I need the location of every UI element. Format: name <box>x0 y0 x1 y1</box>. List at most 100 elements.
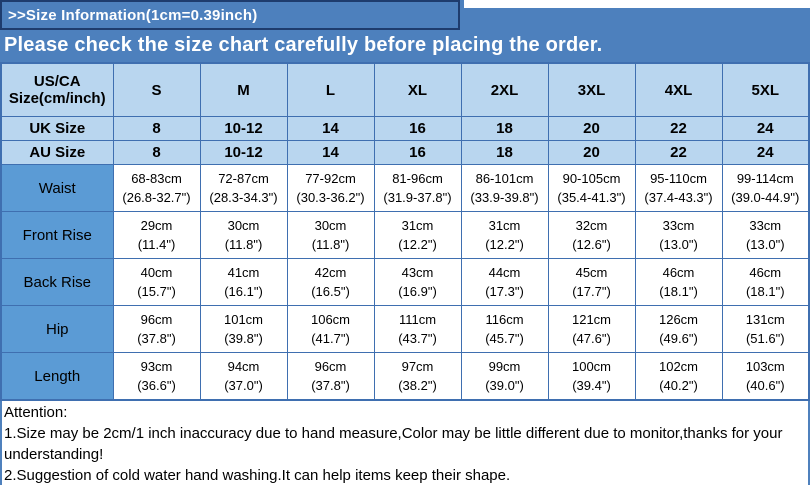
size-column-header: M <box>199 62 288 117</box>
measurement-row: Length 93cm (36.6") 94cm (37.0") 96cm (37.8") 9… <box>0 352 810 401</box>
measurement-cm: 42cm <box>314 265 347 280</box>
size-value-cell: 22 <box>634 116 723 141</box>
measurement-cell: 31cm (12.2") <box>373 211 462 259</box>
measurement-inch: (36.6") <box>137 378 176 393</box>
measurement-cell: 41cm (16.1") <box>199 258 288 306</box>
measurement-cell: 121cm (47.6") <box>547 305 636 353</box>
measurement-inch: (40.2") <box>659 378 698 393</box>
measurement-cell: 72-87cm (28.3-34.3") <box>199 164 288 212</box>
measurement-inch: (47.6") <box>572 331 611 346</box>
measurement-cm: 90-105cm <box>562 171 621 186</box>
measurement-inch: (13.0") <box>745 237 785 252</box>
size-conversion-row: UK Size 8 10-12 14 16 18 20 22 24 <box>0 116 810 141</box>
measurement-cm: 46cm <box>662 265 695 280</box>
measurement-cell: 116cm (45.7") <box>460 305 549 353</box>
measurement-inch: (18.1") <box>659 284 698 299</box>
measurement-cell: 40cm (15.7") <box>112 258 201 306</box>
size-value-cell: 8 <box>112 140 201 165</box>
measurement-cm: 77-92cm <box>305 171 356 186</box>
header-banner: >>Size Information(1cm=0.39inch) Please … <box>0 0 810 62</box>
measurement-inch: (12.2") <box>398 237 437 252</box>
measurement-cm: 111cm <box>398 312 437 327</box>
measurement-inch: (37.0") <box>224 378 263 393</box>
measurement-cm: 121cm <box>571 312 612 327</box>
size-value-cell: 18 <box>460 140 549 165</box>
measurement-inch: (35.4-41.3") <box>557 190 626 205</box>
size-row-label: UK Size <box>0 116 114 141</box>
size-value-cell: 16 <box>373 116 462 141</box>
measurement-cell: 99-114cm (39.0-44.9") <box>721 164 810 212</box>
measurement-cm: 106cm <box>310 312 351 327</box>
measurement-cell: 43cm (16.9") <box>373 258 462 306</box>
measurement-cm: 99cm <box>488 359 521 374</box>
size-value-cell: 20 <box>547 140 636 165</box>
measurement-cell: 95-110cm (37.4-43.3") <box>634 164 723 212</box>
measurement-cell: 30cm (11.8") <box>286 211 375 259</box>
measurement-cell: 102cm (40.2") <box>634 352 723 401</box>
measurement-inch: (26.8-32.7") <box>122 190 191 205</box>
measurement-cm: 33cm <box>749 218 782 233</box>
measurement-cell: 90-105cm (35.4-41.3") <box>547 164 636 212</box>
measurement-cm: 31cm <box>401 218 434 233</box>
attention-section: Attention: 1.Size may be 2cm/1 inch inac… <box>0 401 810 485</box>
measurement-inch: (31.9-37.8") <box>383 190 452 205</box>
measurement-inch: (39.8") <box>224 331 263 346</box>
measurement-inch: (37.8") <box>311 378 350 393</box>
measurement-row-label: Waist <box>0 164 114 212</box>
measurement-inch: (12.2") <box>485 237 524 252</box>
measurement-cm: 30cm <box>314 218 347 233</box>
measurement-inch: (41.7") <box>311 331 350 346</box>
measurement-inch: (17.7") <box>572 284 611 299</box>
measurement-inch: (37.4-43.3") <box>644 190 713 205</box>
measurement-cm: 72-87cm <box>218 171 269 186</box>
measurement-cell: 46cm (18.1") <box>634 258 723 306</box>
attention-title: Attention: <box>4 404 68 421</box>
measurement-cell: 68-83cm (26.8-32.7") <box>112 164 201 212</box>
measurement-cm: 100cm <box>571 359 612 374</box>
size-column-header: XL <box>373 62 462 117</box>
measurement-inch: (16.5") <box>311 284 350 299</box>
measurement-row: Back Rise 40cm (15.7") 41cm (16.1") 42cm (16.5… <box>0 258 810 306</box>
measurement-inch: (43.7") <box>398 331 437 346</box>
measurement-row-label: Hip <box>0 305 114 353</box>
size-value-cell: 24 <box>721 116 810 141</box>
size-column-header: S <box>112 62 201 117</box>
size-column-header: L <box>286 62 375 117</box>
size-value-cell: 10-12 <box>199 116 288 141</box>
measurement-cm: 81-96cm <box>392 171 443 186</box>
measurement-inch: (39.0") <box>485 378 524 393</box>
measurement-cell: 131cm (51.6") <box>721 305 810 353</box>
check-notice-banner: Please check the size chart carefully be… <box>0 30 810 61</box>
measurement-cell: 126cm (49.6") <box>634 305 723 353</box>
size-conversion-row: AU Size 8 10-12 14 16 18 20 22 24 <box>0 140 810 165</box>
measurement-cell: 99cm (39.0") <box>460 352 549 401</box>
measurement-cell: 96cm (37.8") <box>286 352 375 401</box>
measurement-cell: 97cm (38.2") <box>373 352 462 401</box>
measurement-inch: (16.9") <box>398 284 437 299</box>
measurement-cm: 32cm <box>575 218 608 233</box>
measurement-cm: 46cm <box>749 265 782 280</box>
measurement-cm: 41cm <box>227 265 260 280</box>
measurement-inch: (18.1") <box>745 284 785 299</box>
measurement-inch: (16.1") <box>224 284 263 299</box>
measurement-inch: (11.8") <box>224 237 263 252</box>
size-row-label: AU Size <box>0 140 114 165</box>
attention-note-2: 2.Suggestion of cold water hand washing.… <box>4 467 511 484</box>
table-header-row: US/CA Size(cm/inch) S M L XL 2XL 3XL 4XL 5XL <box>0 62 810 117</box>
measurement-inch: (39.0-44.9") <box>731 190 800 205</box>
measurement-row-label: Front Rise <box>0 211 114 259</box>
size-value-cell: 24 <box>721 140 810 165</box>
measurement-inch: (15.7") <box>137 284 176 299</box>
measurement-inch: (39.4") <box>572 378 611 393</box>
measurement-cell: 101cm (39.8") <box>199 305 288 353</box>
measurement-cell: 46cm (18.1") <box>721 258 810 306</box>
measurement-inch: (30.3-36.2") <box>296 190 365 205</box>
measurement-cm: 44cm <box>488 265 521 280</box>
measurement-cm: 116cm <box>485 312 524 327</box>
measurement-cell: 100cm (39.4") <box>547 352 636 401</box>
measurement-cell: 94cm (37.0") <box>199 352 288 401</box>
measurement-inch: (11.8") <box>311 237 350 252</box>
attention-note-1: 1.Size may be 2cm/1 inch inaccuracy due … <box>4 425 783 463</box>
measurement-cm: 95-110cm <box>650 171 707 186</box>
measurement-cm: 29cm <box>140 218 173 233</box>
